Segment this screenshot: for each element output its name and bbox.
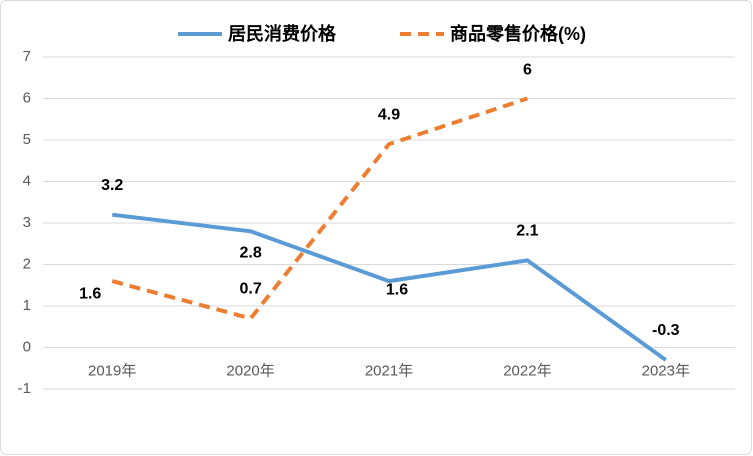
data-label: 6 (523, 62, 532, 79)
y-tick-label: 3 (23, 214, 31, 231)
x-tick-label: 2020年 (226, 362, 274, 379)
y-tick-label: 6 (23, 89, 31, 106)
y-tick-label: -1 (18, 380, 31, 397)
y-tick-label: 7 (23, 48, 31, 65)
x-tick-label: 2022年 (503, 362, 551, 379)
data-label: 0.7 (239, 281, 261, 298)
series-line (111, 212, 667, 362)
data-label: 2.8 (239, 245, 261, 262)
y-tick-label: 1 (23, 297, 31, 314)
data-label: -0.3 (652, 322, 680, 339)
x-tick-label: 2023年 (642, 362, 690, 379)
legend-label: 商品零售价格(%) (450, 23, 586, 44)
x-tick-label: 2021年 (365, 362, 413, 379)
data-label: 4.9 (378, 106, 400, 123)
y-tick-label: 2 (23, 255, 31, 272)
data-label: 1.6 (79, 285, 101, 302)
y-tick-label: 4 (23, 172, 31, 189)
y-tick-label: 5 (23, 131, 31, 148)
data-label: 3.2 (101, 177, 123, 194)
data-label: 1.6 (386, 281, 408, 298)
series-line (111, 96, 529, 321)
y-tick-label: 0 (23, 338, 31, 355)
x-tick-label: 2019年 (88, 362, 136, 379)
legend-label: 居民消费价格 (228, 23, 337, 44)
data-label: 2.1 (516, 223, 538, 240)
